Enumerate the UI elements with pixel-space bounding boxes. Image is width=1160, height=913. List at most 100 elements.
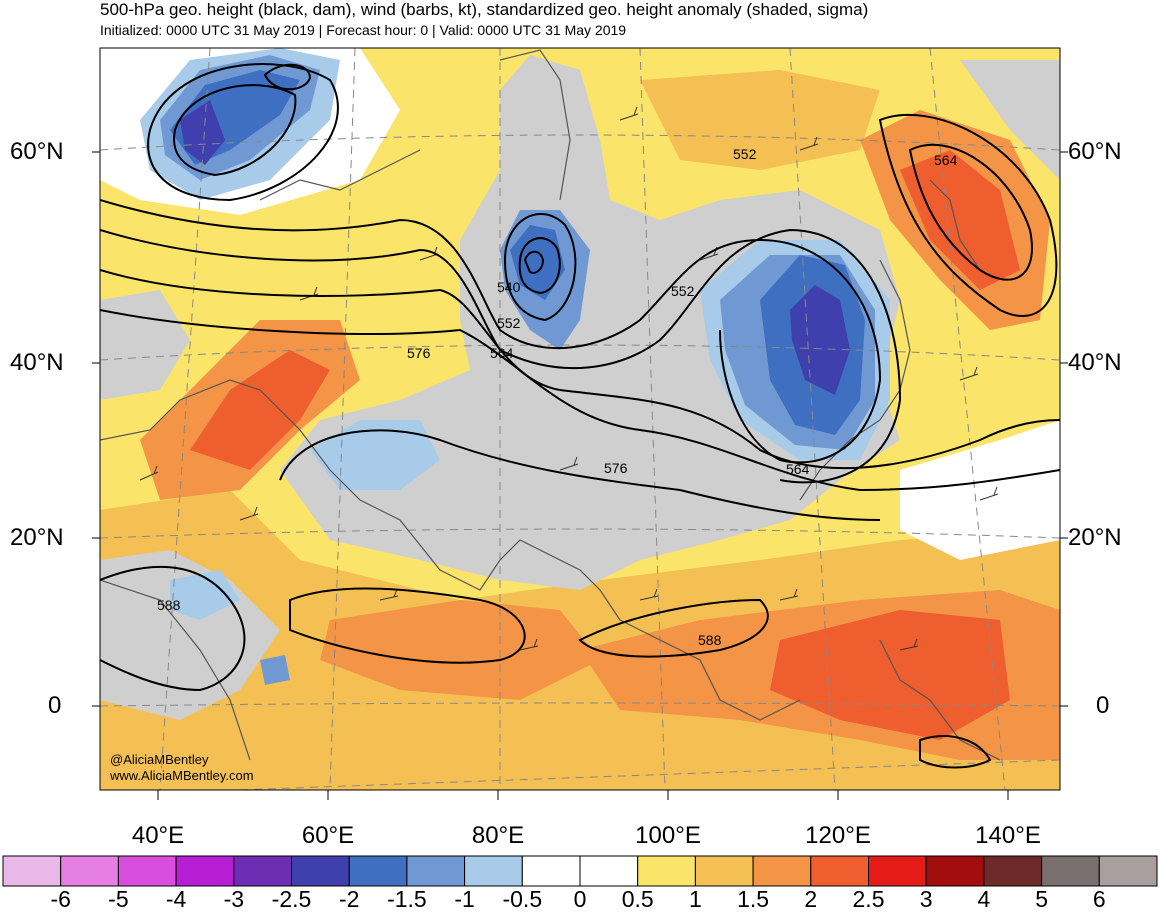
lat-label-right-20: 20°N — [1068, 524, 1122, 551]
coast-scandinavia — [259, 149, 421, 201]
colorbar-swatch — [2, 855, 62, 887]
contour-label: 564 — [786, 461, 810, 477]
wind-barb — [899, 638, 919, 651]
lon-label-40: 40°E — [131, 822, 185, 849]
anomaly-east-white — [900, 420, 1060, 560]
wind-barb — [519, 638, 539, 651]
contour-central-low-1 — [503, 213, 577, 322]
lat-label-left-60: 60°N — [10, 138, 64, 165]
colorbar-label: -6 — [50, 886, 71, 912]
lat-line-40 — [100, 344, 1060, 361]
contour-552 — [100, 199, 882, 464]
coast-arctic — [499, 49, 571, 201]
colorbar-label: 2.5 — [852, 886, 885, 912]
colorbar-label: 0.5 — [621, 886, 654, 912]
colorbar-swatch — [1041, 855, 1100, 887]
colorbar-label: -3 — [223, 886, 245, 912]
lon-line-40 — [159, 48, 211, 790]
contour-588-south — [919, 735, 992, 769]
coast-south-asia — [100, 379, 801, 721]
contour-588-west — [100, 565, 246, 692]
colorbar-label: 1.5 — [737, 886, 770, 912]
colorbar-label: -1 — [454, 886, 475, 912]
lon-line-140 — [929, 48, 1006, 790]
colorbar-swatch — [868, 855, 927, 887]
colorbar-label: 5 — [1035, 886, 1048, 912]
colorbar-swatch — [1098, 855, 1158, 887]
wind-barb — [299, 286, 319, 301]
lat-line-0 — [100, 702, 1060, 707]
contour-label: 552 — [497, 315, 521, 331]
wind-barb — [799, 136, 819, 151]
wind-barb — [559, 456, 579, 471]
colorbar-swatch — [983, 855, 1043, 887]
axis-ticks — [92, 151, 1068, 800]
lon-line-100 — [639, 48, 666, 790]
coast-kamchatka — [929, 179, 981, 271]
wind-barb — [639, 588, 659, 601]
contour-label: 576 — [407, 345, 431, 361]
map-title: 500-hPa geo. height (black, dam), wind (… — [100, 0, 869, 19]
colorbar-swatch — [925, 855, 985, 887]
anomaly-ne-gray — [960, 60, 1060, 180]
colorbar-label: 4 — [977, 886, 991, 912]
coast-islands — [879, 639, 1001, 761]
anomaly-ne-red — [900, 150, 1020, 290]
contour-label: 576 — [604, 460, 628, 476]
wind-barbs — [139, 106, 999, 651]
lon-label-120: 120°E — [805, 822, 871, 849]
colorbar-swatch — [117, 855, 177, 887]
contour-nw-low-outer — [147, 63, 339, 202]
coastlines — [100, 49, 1001, 761]
wind-barb — [619, 106, 639, 121]
colorbar-swatch — [521, 855, 581, 887]
contour-label: 588 — [698, 632, 722, 648]
lon-line-120 — [789, 48, 836, 790]
colorbar-swatch — [291, 855, 350, 887]
anomaly-west-red — [190, 350, 330, 470]
credit-site: www.AliciaMBentley.com — [110, 768, 254, 783]
colorbar-swatch — [60, 855, 119, 887]
colorbar-swatch — [752, 855, 812, 887]
lon-label-140: 140°E — [975, 822, 1041, 849]
anomaly-east-deepblue — [790, 285, 850, 395]
anomaly-iran-lightblue — [310, 420, 440, 490]
contour-588-arabia — [289, 587, 526, 664]
colorbar-swatch — [175, 855, 235, 887]
contour-label: 540 — [497, 279, 521, 295]
anomaly-siberia-orange — [640, 70, 880, 170]
lon-line-60 — [329, 48, 356, 790]
wind-barb — [959, 366, 979, 381]
contour-588-india — [578, 598, 769, 658]
lat-line-60 — [100, 134, 1060, 151]
colorbar-label: -2.5 — [271, 886, 312, 912]
lat-label-right-40: 40°N — [1068, 349, 1122, 376]
colorbar-label: 2 — [804, 886, 818, 912]
lat-label-left-20: 20°N — [10, 524, 64, 551]
anomaly-africa-lightblue — [170, 570, 240, 620]
contour-label: 564 — [934, 152, 958, 168]
contour-564 — [100, 228, 902, 484]
contour-576 — [100, 309, 1060, 492]
height-contours — [100, 63, 1060, 769]
colorbar-swatch — [464, 855, 523, 887]
contour-central-low-2 — [518, 237, 561, 295]
colorbar-label: 3 — [919, 886, 933, 912]
contour-nw-low-core — [263, 63, 312, 91]
contour-labels: 540 552 564 576 552 552 564 564 576 588 … — [157, 146, 958, 648]
wind-barb — [239, 506, 259, 521]
lon-label-60: 60°E — [301, 822, 355, 849]
colorbar-swatch — [810, 855, 869, 887]
map-plot-area: 540 552 564 576 552 552 564 564 576 588 … — [100, 48, 1060, 790]
lat-line-s — [223, 759, 1060, 790]
colorbar-label: 1 — [688, 886, 702, 912]
contour-576-north — [100, 269, 1060, 470]
map-subtitle: Initialized: 0000 UTC 31 May 2019 | Fore… — [100, 22, 627, 38]
lon-label-100: 100°E — [635, 822, 701, 849]
contour-label: 564 — [490, 345, 514, 361]
colorbar-label: -2 — [338, 886, 360, 912]
lat-label-left-0: 0 — [48, 692, 62, 719]
colorbar-label: 0 — [573, 886, 587, 912]
contour-564-ne-inner — [908, 143, 1033, 281]
